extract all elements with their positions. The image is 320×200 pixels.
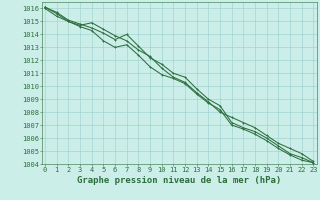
- X-axis label: Graphe pression niveau de la mer (hPa): Graphe pression niveau de la mer (hPa): [77, 176, 281, 185]
